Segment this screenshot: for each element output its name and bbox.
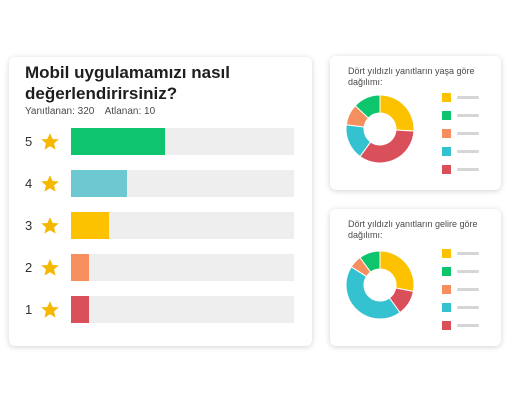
bar-track bbox=[71, 296, 294, 323]
legend-placeholder-label bbox=[457, 168, 479, 171]
legend-swatch bbox=[442, 165, 451, 174]
rating-row: 1 bbox=[25, 296, 295, 324]
donut-slice bbox=[354, 94, 381, 119]
rating-row: 2 bbox=[25, 254, 295, 282]
bar bbox=[71, 170, 127, 197]
legend-swatch bbox=[442, 303, 451, 312]
rating-row: 3 bbox=[25, 212, 295, 240]
donut-slice bbox=[379, 250, 415, 292]
bar-track bbox=[71, 212, 294, 239]
answered-count: Yanıtlanan: 320 bbox=[25, 106, 95, 117]
donut-slice bbox=[379, 94, 415, 132]
legend-swatch bbox=[442, 93, 451, 102]
legend-placeholder-label bbox=[457, 96, 479, 99]
legend-placeholder-label bbox=[457, 324, 479, 327]
rating-row: 5 bbox=[25, 128, 295, 156]
bar-track bbox=[71, 170, 294, 197]
legend-item bbox=[442, 249, 482, 258]
bar bbox=[71, 254, 89, 281]
legend-item bbox=[442, 321, 482, 330]
legend-swatch bbox=[442, 147, 451, 156]
response-meta: Yanıtlanan: 320 Atlanan: 10 bbox=[25, 106, 163, 117]
age-distribution-card: Dört yıldızlı yanıtların yaşa göre dağıl… bbox=[330, 56, 501, 190]
star-icon bbox=[41, 133, 59, 150]
legend-item bbox=[442, 285, 482, 294]
bar bbox=[71, 212, 109, 239]
income-card-title: Dört yıldızlı yanıtların gelire göre dağ… bbox=[348, 219, 478, 240]
star-icon bbox=[41, 217, 59, 234]
legend-item bbox=[442, 93, 482, 102]
rating-label: 4 bbox=[25, 176, 33, 191]
legend-placeholder-label bbox=[457, 114, 479, 117]
legend-placeholder-label bbox=[457, 252, 479, 255]
rating-label: 3 bbox=[25, 218, 33, 233]
star-icon bbox=[41, 175, 59, 192]
legend-swatch bbox=[442, 129, 451, 138]
legend-placeholder-label bbox=[457, 288, 479, 291]
bar-track bbox=[71, 254, 294, 281]
legend-placeholder-label bbox=[457, 150, 479, 153]
legend-item bbox=[442, 303, 482, 312]
bar bbox=[71, 296, 89, 323]
age-card-title: Dört yıldızlı yanıtların yaşa göre dağıl… bbox=[348, 66, 475, 87]
rating-question-card: Mobil uygulamamızı nasıl değerlendirirsi… bbox=[9, 57, 312, 346]
rating-label: 1 bbox=[25, 302, 33, 317]
legend-placeholder-label bbox=[457, 306, 479, 309]
legend-item bbox=[442, 111, 482, 120]
legend-placeholder-label bbox=[457, 132, 479, 135]
rating-label: 2 bbox=[25, 260, 33, 275]
star-icon bbox=[41, 259, 59, 276]
legend-placeholder-label bbox=[457, 270, 479, 273]
donut-slice bbox=[359, 250, 381, 273]
legend-swatch bbox=[442, 249, 451, 258]
rating-label: 5 bbox=[25, 134, 33, 149]
legend-item bbox=[442, 147, 482, 156]
legend-swatch bbox=[442, 267, 451, 276]
legend-swatch bbox=[442, 111, 451, 120]
bar-track bbox=[71, 128, 294, 155]
income-donut-chart bbox=[345, 250, 415, 320]
legend-swatch bbox=[442, 321, 451, 330]
legend-item bbox=[442, 165, 482, 174]
legend-item bbox=[442, 267, 482, 276]
donut-slice bbox=[345, 266, 401, 320]
legend-item bbox=[442, 129, 482, 138]
rating-row: 4 bbox=[25, 170, 295, 198]
donut-slice bbox=[359, 129, 415, 164]
bar bbox=[71, 128, 165, 155]
age-donut-chart bbox=[345, 94, 415, 164]
question-title: Mobil uygulamamızı nasıl değerlendirirsi… bbox=[25, 63, 230, 103]
income-distribution-card: Dört yıldızlı yanıtların gelire göre dağ… bbox=[330, 209, 501, 346]
legend-swatch bbox=[442, 285, 451, 294]
skipped-count: Atlanan: 10 bbox=[104, 106, 156, 117]
star-icon bbox=[41, 301, 59, 318]
